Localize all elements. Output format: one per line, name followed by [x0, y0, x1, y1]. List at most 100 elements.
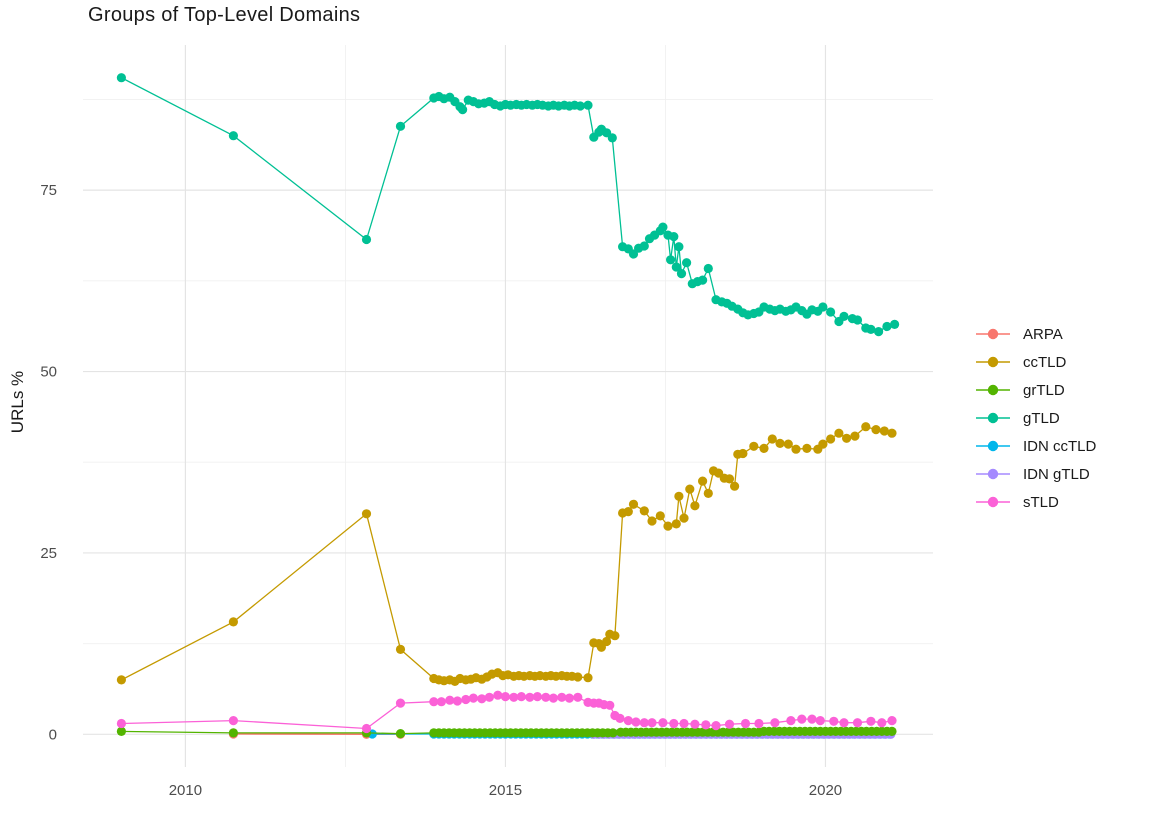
data-point [679, 513, 689, 523]
data-point [116, 73, 126, 83]
data-point [676, 269, 687, 279]
legend-label: IDN gTLD [1023, 465, 1090, 483]
legend-item-idn-cctld: IDN ccTLD [976, 432, 1096, 460]
data-point [500, 692, 510, 702]
data-point [852, 718, 863, 728]
data-point [477, 694, 487, 704]
data-point [548, 693, 559, 703]
legend-key-arpa-icon [976, 328, 1010, 340]
legend-label: IDN ccTLD [1023, 437, 1097, 455]
data-point [583, 100, 593, 110]
data-point [647, 516, 657, 526]
data-point [887, 726, 897, 737]
data-point [509, 692, 519, 702]
data-point [663, 521, 673, 531]
legend-key-grtld-icon [976, 384, 1010, 396]
data-point [116, 718, 126, 729]
data-point [775, 438, 785, 448]
series-grtld [116, 726, 897, 739]
data-point [228, 716, 238, 726]
legend-item-idn-gtld: IDN gTLD [976, 460, 1096, 488]
series-cctld [116, 422, 897, 687]
data-point [829, 716, 839, 726]
data-point [361, 509, 372, 519]
legend-key-gtld-icon [976, 412, 1010, 424]
data-point [532, 692, 543, 702]
data-point [882, 321, 892, 332]
data-point [395, 698, 406, 708]
legend-label: sTLD [1023, 493, 1059, 511]
y-axis-tick-labels: 0 25 50 75 [40, 182, 57, 743]
x-tick-label: 2020 [809, 782, 842, 799]
data-point [116, 726, 126, 737]
data-point [783, 439, 793, 449]
data-point [698, 275, 708, 285]
data-point [461, 694, 471, 705]
x-axis-tick-labels: 2010 2015 2020 [169, 782, 842, 799]
data-point [802, 443, 812, 453]
data-point [887, 428, 897, 438]
data-point [610, 631, 620, 641]
data-point [228, 617, 238, 627]
data-point [607, 133, 617, 143]
data-point [452, 696, 462, 706]
data-point [890, 319, 900, 329]
data-point [770, 718, 780, 728]
data-point [866, 716, 876, 726]
data-point [395, 729, 406, 739]
data-point [874, 327, 884, 337]
data-point [711, 721, 721, 731]
data-point [698, 476, 708, 486]
data-point [436, 697, 446, 707]
data-point [658, 222, 668, 232]
legend-key-idn-gtld-icon [976, 468, 1010, 480]
data-point [754, 718, 764, 729]
data-point [564, 693, 575, 703]
data-point [541, 692, 551, 702]
data-point [852, 315, 863, 325]
data-point [740, 718, 751, 729]
data-point [850, 431, 860, 441]
data-point [674, 491, 684, 501]
x-tick-label: 2015 [489, 782, 522, 799]
data-point [631, 717, 641, 727]
legend-item-arpa: ARPA [976, 320, 1096, 348]
data-point [639, 506, 649, 516]
y-tick-label: 50 [40, 364, 57, 381]
series-gtld-line [121, 77, 895, 333]
data-point [674, 242, 684, 252]
data-point [669, 718, 679, 729]
data-point [458, 105, 468, 115]
data-point [628, 499, 639, 509]
data-point [516, 692, 527, 702]
data-point [116, 675, 126, 685]
data-point [575, 101, 585, 111]
data-point [767, 434, 777, 444]
data-point [228, 131, 238, 141]
data-point [671, 262, 681, 272]
y-tick-label: 25 [40, 545, 57, 562]
data-point [573, 692, 583, 702]
legend: ARPA ccTLD grTLD gTLD IDN ccTLD IDN gTLD sTLD [976, 320, 1096, 516]
data-point [484, 692, 494, 702]
data-point [623, 716, 633, 726]
data-point [605, 700, 615, 710]
plot-title: Groups of Top-Level Domains [88, 4, 361, 26]
data-point [573, 672, 583, 682]
data-point [608, 728, 618, 738]
data-point [826, 307, 836, 317]
data-point [826, 434, 836, 444]
data-point [445, 695, 455, 705]
data-point [839, 718, 849, 728]
legend-key-cctld-icon [976, 356, 1010, 368]
data-point [818, 439, 828, 449]
data-point [786, 716, 796, 726]
data-point [871, 425, 881, 435]
data-point [525, 692, 535, 702]
legend-label: grTLD [1023, 381, 1065, 399]
series-stld [116, 690, 897, 734]
data-point [797, 714, 807, 724]
data-point [724, 719, 735, 729]
data-point [602, 636, 612, 647]
